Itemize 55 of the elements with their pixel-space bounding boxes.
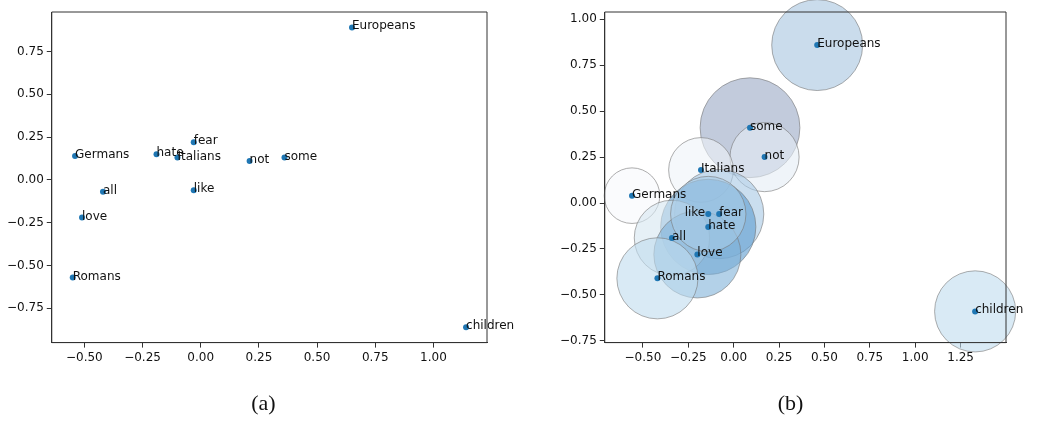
annotation: not	[249, 152, 270, 167]
annotation: love	[82, 208, 108, 223]
annotation: like	[193, 181, 215, 196]
x-tick-label: 0.25	[245, 349, 273, 364]
annotation: fear	[719, 205, 744, 220]
x-tick-label: −0.25	[669, 349, 707, 364]
y-tick-label: 0.00	[17, 171, 44, 186]
y-tick-label: −0.25	[559, 241, 597, 256]
annotation: not	[764, 148, 785, 163]
y-tick-label: 0.75	[570, 57, 597, 72]
y-tick-label: 1.00	[570, 11, 597, 26]
x-tick-label: 1.00	[420, 349, 447, 364]
y-tick-label: −0.75	[6, 300, 44, 315]
y-tick-label: −0.50	[559, 286, 597, 301]
annotation: Germans	[632, 186, 687, 201]
y-tick-label: 0.50	[570, 103, 597, 118]
annotation: children	[975, 302, 1024, 317]
x-tick-label: 0.25	[765, 349, 793, 364]
text: (a)	[250, 390, 277, 416]
x-tick-label: −0.25	[124, 349, 161, 364]
x-tick-label: 1.00	[901, 349, 929, 364]
y-tick-label: −0.25	[6, 214, 44, 229]
annotation: Europeans	[352, 18, 416, 33]
text: (b)	[776, 390, 805, 416]
y-tick-label: 0.25	[570, 149, 597, 164]
annotation: Romans	[657, 269, 706, 284]
annotation: like	[684, 205, 706, 220]
x-tick-label: −0.50	[65, 349, 103, 364]
x-tick-label: 0.75	[361, 349, 389, 364]
annotation: all	[671, 228, 686, 243]
x-tick-label: 0.50	[303, 349, 331, 364]
y-tick-label: −0.75	[559, 332, 597, 347]
annotation: Europeans	[817, 36, 881, 51]
x-tick-label: 0.50	[811, 349, 838, 364]
x-tick-label: 1.25	[947, 349, 974, 364]
y-tick-label: −0.50	[6, 257, 44, 272]
annotation: all	[102, 182, 118, 197]
x-tick-label: 0.00	[720, 349, 748, 364]
y-tick-label: 0.75	[17, 43, 44, 58]
x-tick-label: 0.00	[187, 349, 215, 364]
annotation: Romans	[72, 268, 121, 283]
annotation: Germans	[75, 146, 130, 161]
y-tick-label: 0.25	[17, 129, 44, 144]
annotation: some	[284, 148, 318, 163]
annotation: some	[750, 118, 783, 133]
y-tick-label: 0.00	[570, 195, 597, 210]
point	[705, 211, 712, 218]
x-tick-label: −0.50	[624, 349, 662, 364]
annotation: hate	[708, 217, 736, 232]
annotation: love	[697, 245, 723, 260]
annotation: fear	[193, 133, 218, 148]
annotation: Italians	[701, 160, 745, 175]
y-tick-label: 0.50	[17, 86, 44, 101]
x-tick-label: 0.75	[856, 349, 884, 364]
annotation: children	[466, 318, 515, 333]
